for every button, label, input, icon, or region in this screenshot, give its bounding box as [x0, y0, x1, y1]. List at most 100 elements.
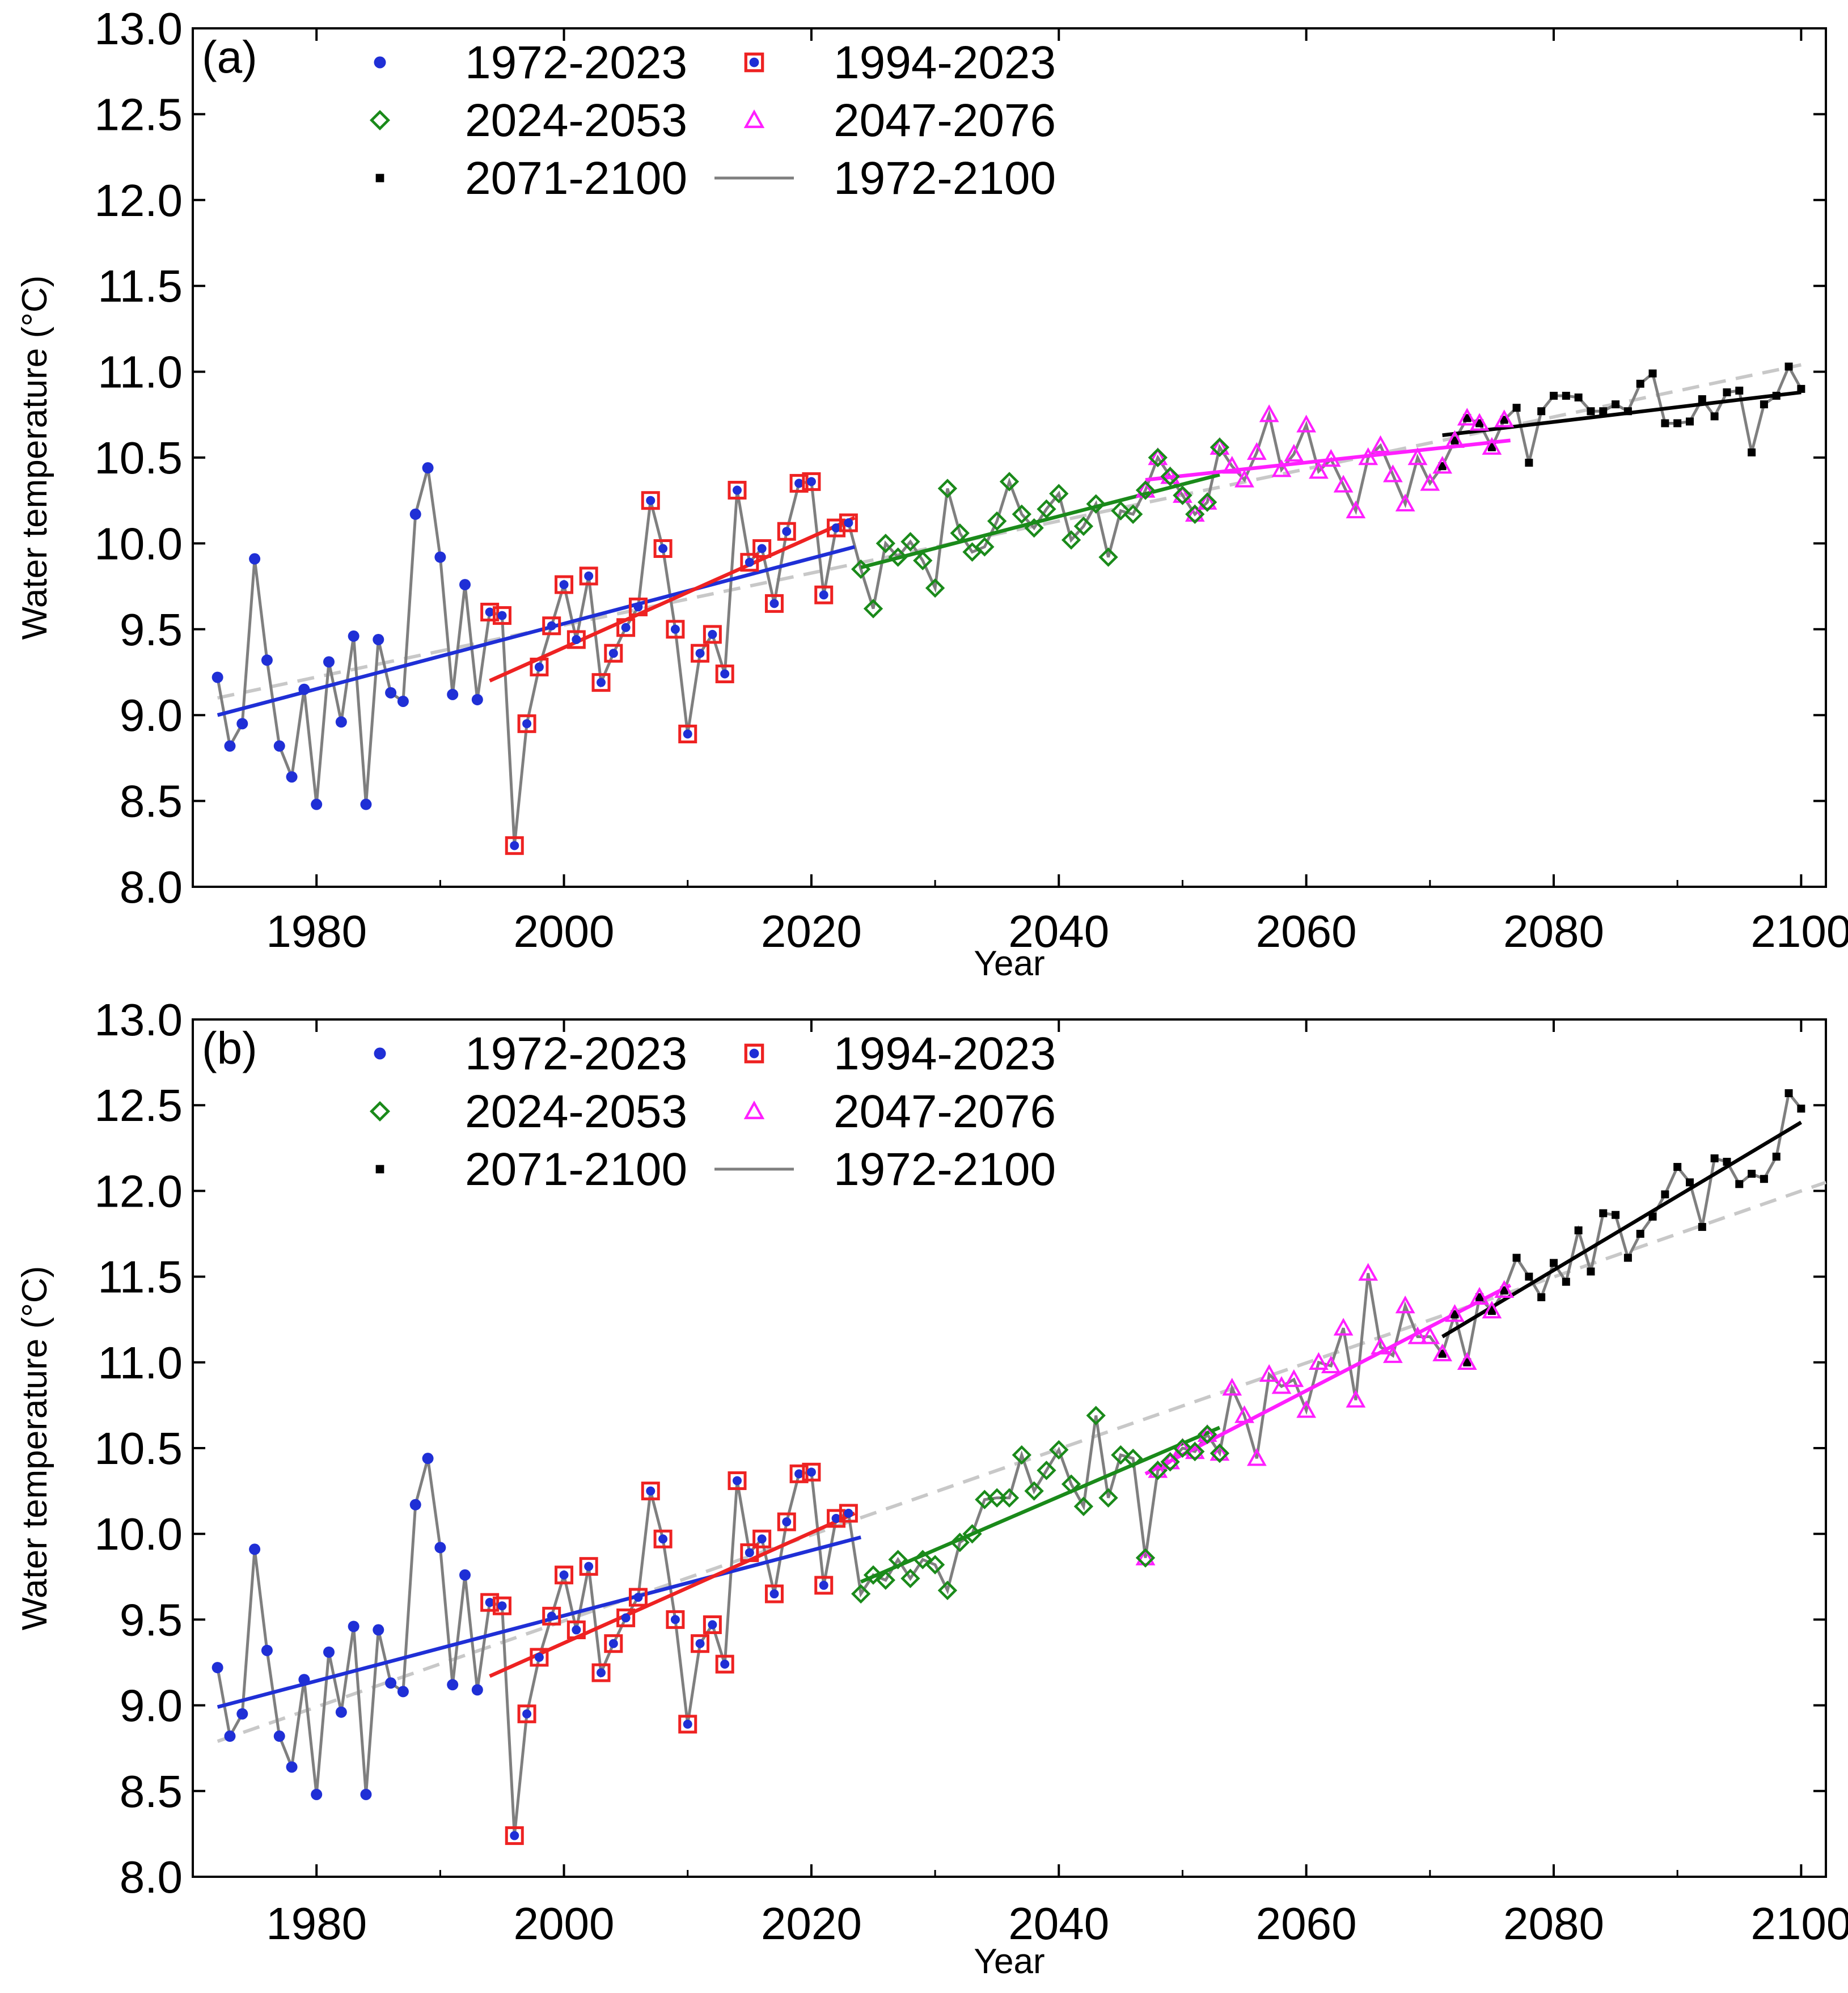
data-point-1987	[397, 695, 409, 707]
y-tick-label: 8.0	[120, 1852, 183, 1902]
data-point-1978	[286, 1761, 298, 1773]
x-tick-label: 2040	[1008, 1898, 1109, 1949]
data-point-1981	[323, 656, 335, 668]
legend-marker-2024-2053	[369, 1101, 391, 1122]
data-point-2055-mid	[1234, 469, 1254, 488]
data-point-2076-mid	[1494, 409, 1515, 428]
data-point-2023	[839, 513, 858, 532]
data-point-2094	[1723, 1157, 1731, 1166]
data-point-2041-near	[1061, 530, 1081, 550]
data-point-2011	[691, 1634, 710, 1653]
data-point-2088	[1648, 369, 1657, 378]
data-point-1999	[542, 616, 561, 636]
data-point-2086	[1623, 407, 1632, 416]
data-point-2022	[827, 1509, 846, 1528]
data-point-2028-near	[900, 532, 920, 552]
data-point-2057-mid	[1259, 404, 1279, 422]
data-point-2032-near	[950, 1533, 970, 1552]
data-point-2043-near	[1086, 1406, 1106, 1425]
data-point-2095	[1735, 386, 1744, 395]
data-point-2082	[1574, 1226, 1583, 1234]
y-tick-label: 11.5	[98, 261, 183, 311]
data-point-1976	[261, 654, 273, 666]
legend-label: 1972-2100	[834, 153, 1056, 204]
data-point-2085	[1612, 400, 1620, 409]
data-point-2071	[1438, 1349, 1447, 1358]
data-point-2060-mid	[1296, 414, 1317, 433]
data-point-2080	[1550, 391, 1558, 400]
data-point-2047-near	[1135, 1548, 1156, 1568]
series-line-1972-2100	[216, 363, 1803, 846]
data-point-2048-near	[1148, 447, 1168, 468]
data-point-1980	[311, 798, 323, 810]
data-point-2089	[1661, 1190, 1669, 1199]
data-point-1973	[224, 740, 236, 752]
data-point-2078	[1525, 1272, 1533, 1281]
data-point-2029-near	[913, 551, 933, 570]
legend-label: 1972-2023	[465, 37, 687, 88]
data-point-1985	[373, 1624, 384, 1636]
data-point-1983	[348, 1620, 360, 1632]
data-point-2090	[1673, 419, 1682, 428]
data-point-2029-near	[913, 1550, 933, 1569]
data-point-2003	[591, 1663, 611, 1682]
y-axis-title: Water temperature (°C)	[15, 276, 54, 640]
data-point-2049-near	[1160, 467, 1180, 486]
data-point-2031-near	[937, 1580, 958, 1601]
data-point-2071	[1438, 462, 1447, 471]
data-point-2000	[555, 575, 574, 594]
legend-marker-1994-2023	[744, 1043, 764, 1064]
x-tick-label: 2080	[1503, 906, 1604, 957]
data-point-2014	[728, 481, 747, 500]
data-point-1974	[236, 718, 248, 730]
data-point-2016	[752, 539, 772, 558]
data-point-2068-mid	[1395, 1295, 1415, 1314]
data-point-2075	[1487, 443, 1496, 451]
legend-marker-2024-2053	[369, 109, 391, 131]
y-tick-label: 10.5	[94, 433, 183, 483]
data-point-2060-mid	[1296, 1400, 1317, 1418]
trend-line-1972-2023	[217, 545, 856, 717]
data-point-2053-near	[1210, 437, 1230, 458]
legend-label: 1994-2023	[834, 1028, 1056, 1080]
chart-panel-b: 8.0 8.5 9.0 9.5 10.0 10.5 11.0 11.5 12.0 12.5 13.0…	[15, 995, 1848, 1981]
data-point-2076	[1500, 416, 1508, 424]
x-tick-label: 2020	[761, 906, 862, 957]
x-tick-label: 2000	[514, 1898, 615, 1949]
data-point-2064-mid	[1346, 500, 1366, 519]
data-point-1997	[517, 714, 536, 733]
data-point-2040-near	[1049, 484, 1069, 503]
data-point-2013	[715, 1655, 734, 1674]
y-tick-label: 12.0	[94, 175, 183, 226]
data-point-1978	[286, 771, 298, 783]
data-point-2009	[666, 620, 685, 639]
y-tick-label: 10.5	[94, 1423, 183, 1474]
data-point-2092	[1698, 1222, 1706, 1231]
data-point-1994	[480, 1593, 500, 1612]
data-point-2011	[691, 644, 710, 663]
y-tick-label: 8.5	[120, 776, 183, 827]
data-point-2033-near	[962, 1524, 982, 1544]
data-point-2019	[789, 473, 809, 493]
data-point-2014	[728, 1471, 747, 1490]
y-tick-label: 10.0	[94, 518, 183, 569]
data-point-2073	[1463, 1358, 1471, 1366]
data-point-2031-near	[937, 479, 958, 498]
data-point-1989	[422, 1453, 434, 1465]
data-point-2051-near	[1185, 504, 1205, 524]
data-point-2072-mid	[1445, 430, 1465, 448]
data-point-2044-near	[1098, 1488, 1118, 1508]
data-point-2080	[1550, 1259, 1558, 1267]
data-point-2001	[566, 1620, 586, 1640]
data-point-2007	[641, 1482, 660, 1501]
data-point-2041-near	[1061, 1474, 1081, 1494]
data-point-2037-near	[1012, 504, 1032, 524]
data-point-2001	[566, 630, 586, 649]
legend-label: 1972-2023	[465, 1028, 687, 1080]
data-point-2047-near	[1135, 480, 1156, 500]
data-point-2074-mid	[1469, 1287, 1490, 1305]
legend-marker-1972-2023	[374, 1047, 386, 1060]
y-tick-label: 9.5	[120, 1594, 183, 1645]
data-point-2093	[1710, 1154, 1719, 1162]
